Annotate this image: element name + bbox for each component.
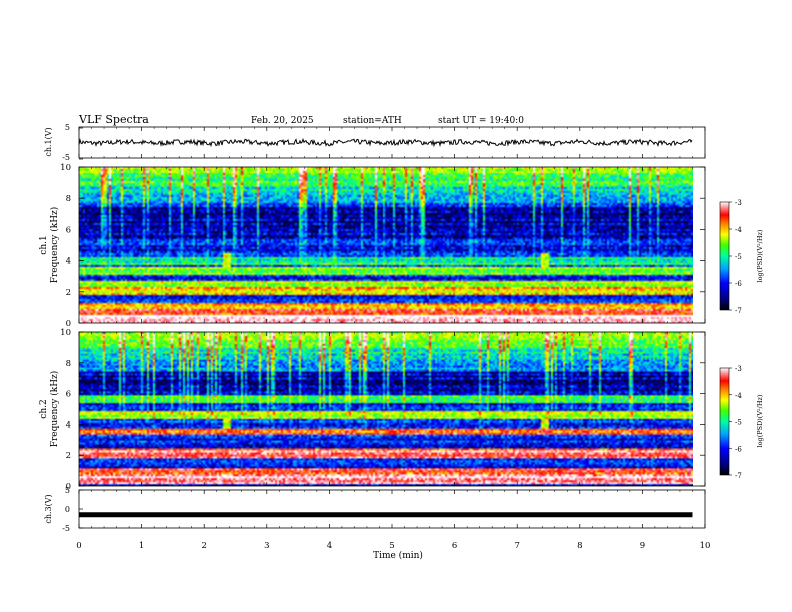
- ch2-spectrogram-image: [79, 332, 693, 486]
- time-tick-label: 7: [514, 541, 519, 551]
- time-tick-label: 10: [700, 541, 711, 551]
- ch1-colorbar-label: log(PSD)(V²/Hz): [756, 229, 764, 282]
- ch1-colorbar-gradient: [719, 201, 730, 311]
- ch2-colorbar-tick: -6: [735, 445, 742, 453]
- time-axis-label: Time (min): [373, 550, 423, 561]
- ch2-spec-ytick-label: 10: [60, 328, 71, 338]
- ch1-waveform-panel: 5 -5 ch.1(V): [44, 123, 706, 162]
- ch1-spec-ytick-label: 10: [60, 163, 71, 173]
- ch1-spec-ytick-label: 8: [66, 194, 71, 204]
- ch2-colorbar-tick: -7: [735, 472, 742, 480]
- ch3-ytick-label: 5: [65, 486, 70, 495]
- ch3-ytick-label: 0: [65, 505, 70, 514]
- ch1-waveform-trace: [78, 127, 693, 160]
- ch1-colorbar: -3 -4 -5 -6 -7 log(PSD)(V²/Hz): [719, 199, 764, 315]
- ch2-colorbar-tick: -3: [735, 365, 742, 373]
- time-tick-label: 8: [577, 541, 582, 551]
- time-tick-label: 9: [640, 541, 645, 551]
- ch2-spec-ytick-label: 0: [66, 482, 71, 492]
- ch1-colorbar-tick: -6: [735, 280, 742, 288]
- time-tick-label: 5: [389, 541, 394, 551]
- ch3-waveform-panel: 5 0 -5 ch.3(V): [44, 486, 706, 533]
- ch1-spec-ylabel-freq: Frequency (kHz): [49, 207, 60, 284]
- ch2-colorbar-label: log(PSD)(V²/Hz): [756, 394, 764, 447]
- ch1-waveform-line: [78, 137, 693, 148]
- time-tick-label: 2: [201, 541, 206, 551]
- ch1-ytick-bottom: -5: [62, 153, 70, 162]
- time-tick-label: 4: [327, 541, 332, 551]
- ch1-colorbar-tick: -5: [735, 253, 742, 261]
- ch1-spec-ytick-label: 4: [66, 257, 71, 267]
- ch1-colorbar-tick: -3: [735, 199, 742, 207]
- date-label: Feb. 20, 2025: [251, 116, 314, 126]
- ch2-spec-ytick-label: 6: [66, 390, 71, 400]
- time-tick-label: 1: [139, 541, 144, 551]
- ch1-spec-ytick-label: 0: [66, 319, 71, 329]
- ch2-spec-ytick-label: 2: [66, 451, 71, 461]
- ch1-spec-ytick-label: 2: [66, 288, 71, 298]
- time-tick-label: 3: [264, 541, 269, 551]
- ch2-spec-ylabel-freq: Frequency (kHz): [49, 371, 60, 448]
- ch3-ytick-label: -5: [62, 524, 70, 533]
- ch2-spec-ylabel-ch: ch.2: [39, 399, 49, 418]
- ch1-spec-ylabel-ch: ch.1: [39, 235, 49, 254]
- ch2-colorbar-tick: -5: [735, 419, 742, 427]
- ch2-spec-ytick-label: 4: [66, 420, 71, 430]
- ch1-spectrogram-panel: 0 2 4 6 8 10 ch.1 Frequency (kHz): [39, 163, 706, 329]
- ch1-colorbar-tick: -7: [735, 307, 742, 315]
- station-label: station=ATH: [343, 116, 402, 126]
- time-tick-label: 0: [76, 541, 81, 551]
- ch3-ylabel: ch.3(V): [44, 494, 53, 523]
- ch1-ytick-top: 5: [65, 123, 70, 132]
- ch1-ylabel: ch.1(V): [44, 127, 53, 156]
- start-time-label: start UT = 19:40:0: [438, 116, 524, 126]
- figure-title: VLF Spectra: [78, 113, 149, 126]
- ch2-colorbar-tick: -4: [735, 392, 742, 400]
- ch2-colorbar-gradient: [719, 367, 730, 476]
- ch1-spectrogram-image: [79, 167, 693, 323]
- ch2-spec-ytick-label: 8: [66, 359, 71, 369]
- ch2-spectrogram-panel: 0 2 4 6 8 10 ch.2 Frequency (kHz): [39, 328, 706, 492]
- ch1-spec-ytick-label: 6: [66, 225, 71, 235]
- time-axis: 0 1 2 3 4 5 6 7 8 9 10: [76, 127, 710, 551]
- ch3-waveform-frame: [78, 489, 706, 529]
- time-tick-label: 6: [452, 541, 457, 551]
- ch2-colorbar: -3 -4 -5 -6 -7 log(PSD)(V²/Hz): [719, 365, 764, 480]
- ch1-colorbar-tick: -4: [735, 226, 742, 234]
